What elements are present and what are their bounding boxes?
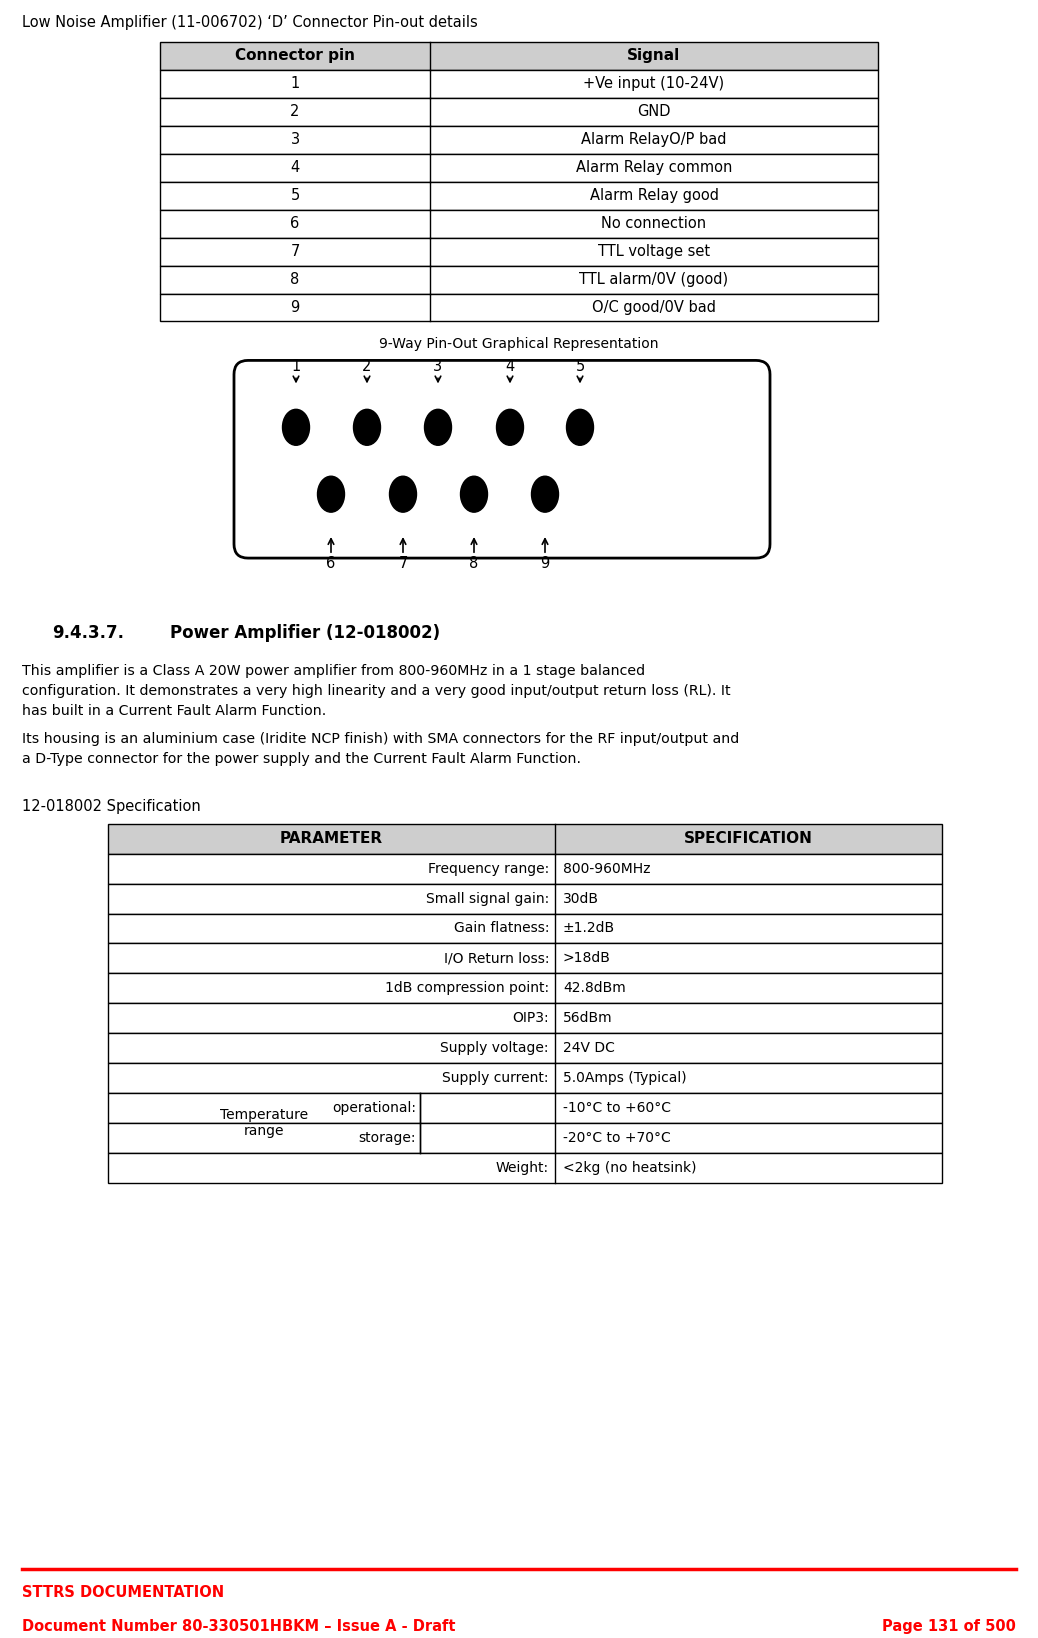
Text: -10°C to +60°C: -10°C to +60°C	[563, 1101, 671, 1115]
Bar	[108, 1124, 943, 1153]
Bar	[108, 914, 943, 943]
Text: 1: 1	[291, 77, 300, 92]
Ellipse shape	[389, 477, 416, 513]
Text: O/C good/0V bad: O/C good/0V bad	[592, 300, 716, 314]
Bar	[108, 853, 943, 883]
Text: Small signal gain:: Small signal gain:	[426, 891, 549, 906]
Ellipse shape	[567, 410, 594, 446]
Ellipse shape	[531, 477, 558, 513]
Text: Alarm Relay common: Alarm Relay common	[576, 161, 732, 175]
Text: 6: 6	[326, 555, 335, 572]
Text: ±1.2dB: ±1.2dB	[563, 922, 616, 935]
Ellipse shape	[318, 477, 345, 513]
Text: 9-Way Pin-Out Graphical Representation: 9-Way Pin-Out Graphical Representation	[379, 337, 659, 352]
Text: Supply voltage:: Supply voltage:	[440, 1042, 549, 1055]
Ellipse shape	[354, 410, 381, 446]
Text: Supply current:: Supply current:	[442, 1071, 549, 1086]
Text: 30dB: 30dB	[563, 891, 599, 906]
Text: Document Number 80-330501HBKM – Issue A - Draft: Document Number 80-330501HBKM – Issue A …	[22, 1620, 456, 1635]
Text: TTL alarm/0V (good): TTL alarm/0V (good)	[579, 272, 729, 287]
Bar	[108, 1034, 943, 1063]
Bar	[108, 1153, 943, 1183]
Text: 2: 2	[362, 359, 372, 375]
Text: 3: 3	[291, 133, 300, 147]
Text: GND: GND	[637, 105, 671, 120]
Text: 1dB compression point:: 1dB compression point:	[385, 981, 549, 996]
Text: 6: 6	[291, 216, 300, 231]
Bar	[160, 154, 878, 182]
Text: 5: 5	[575, 359, 584, 375]
Text: 1: 1	[292, 359, 301, 375]
Text: Weight:: Weight:	[496, 1161, 549, 1174]
Text: Its housing is an aluminium case (Iridite NCP finish) with SMA connectors for th: Its housing is an aluminium case (Iridit…	[22, 732, 739, 767]
Text: 7: 7	[399, 555, 408, 572]
Text: 42.8dBm: 42.8dBm	[563, 981, 626, 996]
Text: 5.0Amps (Typical): 5.0Amps (Typical)	[563, 1071, 686, 1086]
Text: TTL voltage set: TTL voltage set	[598, 244, 710, 259]
Bar	[160, 98, 878, 126]
Ellipse shape	[425, 410, 452, 446]
Text: 3: 3	[434, 359, 442, 375]
Text: Low Noise Amplifier (11-006702) ‘D’ Connector Pin-out details: Low Noise Amplifier (11-006702) ‘D’ Conn…	[22, 15, 477, 29]
Text: Alarm RelayO/P bad: Alarm RelayO/P bad	[581, 133, 727, 147]
Text: Page 131 of 500: Page 131 of 500	[882, 1620, 1016, 1635]
Text: Alarm Relay good: Alarm Relay good	[590, 188, 718, 203]
Bar	[108, 824, 943, 853]
Text: <2kg (no heatsink): <2kg (no heatsink)	[563, 1161, 696, 1174]
Text: 9: 9	[541, 555, 550, 572]
Text: >18dB: >18dB	[563, 952, 611, 965]
Text: 12-018002 Specification: 12-018002 Specification	[22, 799, 200, 814]
Text: 8: 8	[469, 555, 479, 572]
Text: No connection: No connection	[601, 216, 707, 231]
Text: storage:: storage:	[358, 1132, 416, 1145]
Text: OIP3:: OIP3:	[513, 1011, 549, 1025]
Text: 24V DC: 24V DC	[563, 1042, 614, 1055]
Text: PARAMETER: PARAMETER	[280, 830, 383, 847]
Bar	[108, 943, 943, 973]
Bar	[108, 973, 943, 1004]
Bar	[160, 265, 878, 293]
Text: I/O Return loss:: I/O Return loss:	[443, 952, 549, 965]
Text: Signal: Signal	[627, 49, 681, 64]
Text: 7: 7	[291, 244, 300, 259]
Text: Frequency range:: Frequency range:	[428, 862, 549, 876]
Bar	[160, 43, 878, 70]
Text: 800-960MHz: 800-960MHz	[563, 862, 651, 876]
Text: 8: 8	[291, 272, 300, 287]
Text: Power Amplifier (12-018002): Power Amplifier (12-018002)	[170, 624, 440, 642]
Text: 4: 4	[506, 359, 515, 375]
Text: 56dBm: 56dBm	[563, 1011, 612, 1025]
Ellipse shape	[461, 477, 488, 513]
Text: +Ve input (10-24V): +Ve input (10-24V)	[583, 77, 725, 92]
Text: This amplifier is a Class A 20W power amplifier from 800-960MHz in a 1 stage bal: This amplifier is a Class A 20W power am…	[22, 663, 731, 717]
Bar	[108, 883, 943, 914]
Bar	[108, 1004, 943, 1034]
Text: 2: 2	[291, 105, 300, 120]
Text: operational:: operational:	[332, 1101, 416, 1115]
Text: STTRS DOCUMENTATION: STTRS DOCUMENTATION	[22, 1586, 224, 1600]
Text: 9: 9	[291, 300, 300, 314]
Ellipse shape	[282, 410, 309, 446]
FancyBboxPatch shape	[234, 360, 770, 559]
Text: 5: 5	[291, 188, 300, 203]
Text: 9.4.3.7.: 9.4.3.7.	[52, 624, 124, 642]
Text: 4: 4	[291, 161, 300, 175]
Bar	[108, 1093, 943, 1124]
Text: -20°C to +70°C: -20°C to +70°C	[563, 1132, 671, 1145]
Bar	[160, 238, 878, 265]
Bar	[160, 293, 878, 321]
Text: SPECIFICATION: SPECIFICATION	[684, 830, 813, 847]
Bar	[160, 182, 878, 210]
Bar	[160, 70, 878, 98]
Bar	[160, 210, 878, 238]
Bar	[108, 1063, 943, 1093]
Text: Temperature
range: Temperature range	[220, 1107, 308, 1138]
Text: Connector pin: Connector pin	[235, 49, 355, 64]
Text: Gain flatness:: Gain flatness:	[454, 922, 549, 935]
Ellipse shape	[496, 410, 523, 446]
Bar	[160, 126, 878, 154]
